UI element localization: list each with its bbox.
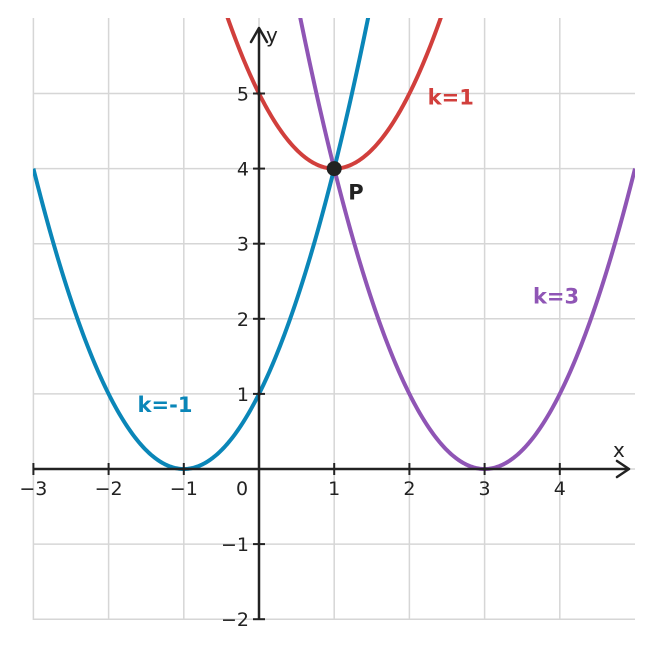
x-tick-label: 2: [403, 478, 415, 500]
point-p-marker: [326, 161, 342, 177]
y-tick-label: 1: [237, 384, 249, 406]
y-tick-label: −1: [221, 534, 249, 556]
labels: −3 −2 −1 1 2 3 4 −2 −1 1 2 3 4 5 0 x y k=-1 k=1 k=3 P: [19, 23, 625, 631]
curve-label-k=-1: k=-1: [138, 393, 193, 417]
y-tick-label: 2: [237, 309, 249, 331]
y-axis-arrow: [249, 26, 269, 44]
x-tick-label: 4: [554, 478, 566, 500]
point-p-label: P: [348, 181, 363, 205]
curve-label-k=1: k=1: [428, 85, 474, 109]
x-tick-label: 1: [328, 478, 340, 500]
curve-label-k=3: k=3: [533, 284, 579, 308]
origin-label: 0: [236, 478, 248, 500]
x-tick-label: −1: [170, 478, 198, 500]
x-axis-arrow: [615, 459, 631, 479]
x-axis-label: x: [613, 438, 625, 462]
y-tick-label: 3: [237, 234, 249, 256]
y-axis-label: y: [266, 23, 278, 47]
grid: [32, 18, 635, 620]
y-tick-label: 5: [237, 84, 249, 106]
x-tick-label: 3: [479, 478, 491, 500]
axes: [32, 26, 631, 621]
y-tick-label: 4: [237, 159, 249, 181]
x-tick-label: −3: [19, 478, 47, 500]
x-tick-label: −2: [95, 478, 123, 500]
y-tick-label: −2: [221, 609, 249, 631]
